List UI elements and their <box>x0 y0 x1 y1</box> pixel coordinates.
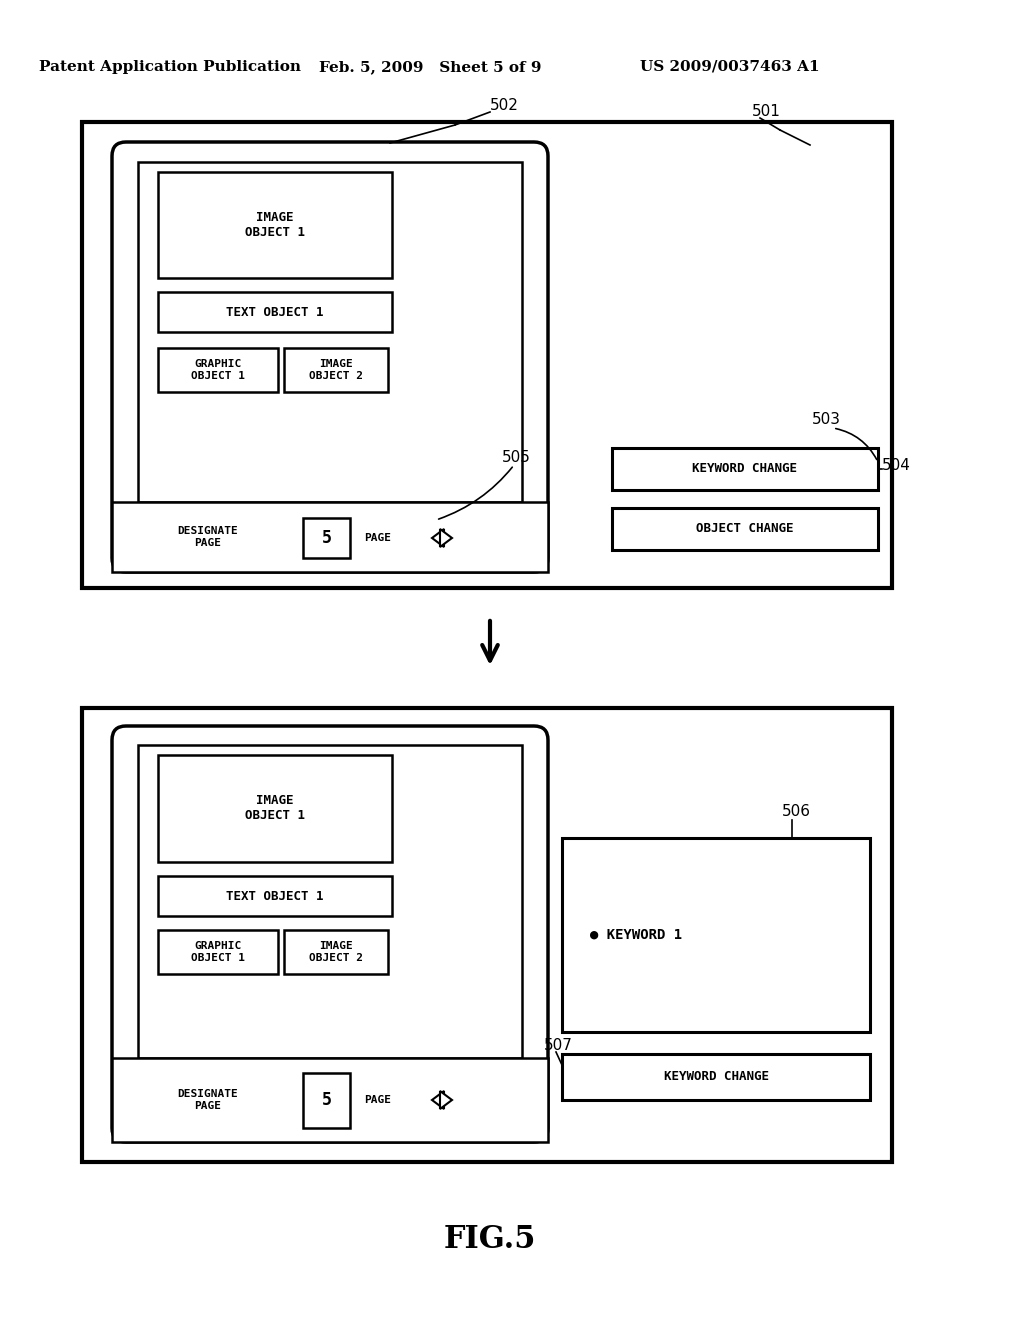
Bar <box>303 517 350 558</box>
Text: KEYWORD CHANGE: KEYWORD CHANGE <box>664 1071 768 1084</box>
Bar <box>284 931 388 974</box>
Text: DESIGNATE
PAGE: DESIGNATE PAGE <box>177 1089 239 1111</box>
Bar <box>612 447 878 490</box>
Bar <box>303 1073 350 1129</box>
Bar <box>82 121 892 587</box>
Text: 501: 501 <box>752 104 781 120</box>
Text: KEYWORD CHANGE: KEYWORD CHANGE <box>692 462 798 475</box>
Bar <box>158 172 392 279</box>
FancyBboxPatch shape <box>112 726 548 1142</box>
Text: TEXT OBJECT 1: TEXT OBJECT 1 <box>226 890 324 903</box>
Text: TEXT OBJECT 1: TEXT OBJECT 1 <box>226 305 324 318</box>
Text: PAGE: PAGE <box>365 1096 391 1105</box>
Text: DESIGNATE
PAGE: DESIGNATE PAGE <box>177 527 239 548</box>
Text: IMAGE
OBJECT 1: IMAGE OBJECT 1 <box>245 795 305 822</box>
Polygon shape <box>432 1092 444 1109</box>
Text: PAGE: PAGE <box>365 533 391 543</box>
Bar <box>138 162 522 502</box>
Bar <box>112 1059 548 1142</box>
Text: Feb. 5, 2009   Sheet 5 of 9: Feb. 5, 2009 Sheet 5 of 9 <box>318 59 542 74</box>
Polygon shape <box>440 1092 452 1109</box>
Bar <box>562 838 870 1032</box>
Text: OBJECT CHANGE: OBJECT CHANGE <box>696 523 794 536</box>
Bar <box>158 348 278 392</box>
Text: ● KEYWORD 1: ● KEYWORD 1 <box>590 928 682 942</box>
Text: 5: 5 <box>322 529 332 546</box>
Bar <box>158 876 392 916</box>
Polygon shape <box>432 529 444 546</box>
Bar <box>284 348 388 392</box>
Bar <box>158 931 278 974</box>
Bar <box>82 708 892 1162</box>
Text: 502: 502 <box>490 98 519 112</box>
Text: 503: 503 <box>812 412 841 428</box>
Text: 5: 5 <box>322 1092 332 1109</box>
Text: FIG.5: FIG.5 <box>443 1225 537 1255</box>
Bar <box>562 1053 870 1100</box>
Text: 507: 507 <box>544 1039 572 1053</box>
Text: Patent Application Publication: Patent Application Publication <box>39 59 301 74</box>
Polygon shape <box>440 529 452 546</box>
Text: GRAPHIC
OBJECT 1: GRAPHIC OBJECT 1 <box>191 941 245 962</box>
Text: GRAPHIC
OBJECT 1: GRAPHIC OBJECT 1 <box>191 359 245 380</box>
Text: 504: 504 <box>882 458 911 473</box>
Bar <box>158 755 392 862</box>
Bar <box>158 292 392 333</box>
Text: US 2009/0037463 A1: US 2009/0037463 A1 <box>640 59 820 74</box>
FancyBboxPatch shape <box>112 143 548 572</box>
Text: 506: 506 <box>782 804 811 820</box>
Bar <box>138 744 522 1059</box>
Bar <box>612 508 878 550</box>
Text: IMAGE
OBJECT 2: IMAGE OBJECT 2 <box>309 359 362 380</box>
Text: 505: 505 <box>502 450 530 466</box>
Text: IMAGE
OBJECT 2: IMAGE OBJECT 2 <box>309 941 362 962</box>
Bar <box>112 502 548 572</box>
Text: IMAGE
OBJECT 1: IMAGE OBJECT 1 <box>245 211 305 239</box>
